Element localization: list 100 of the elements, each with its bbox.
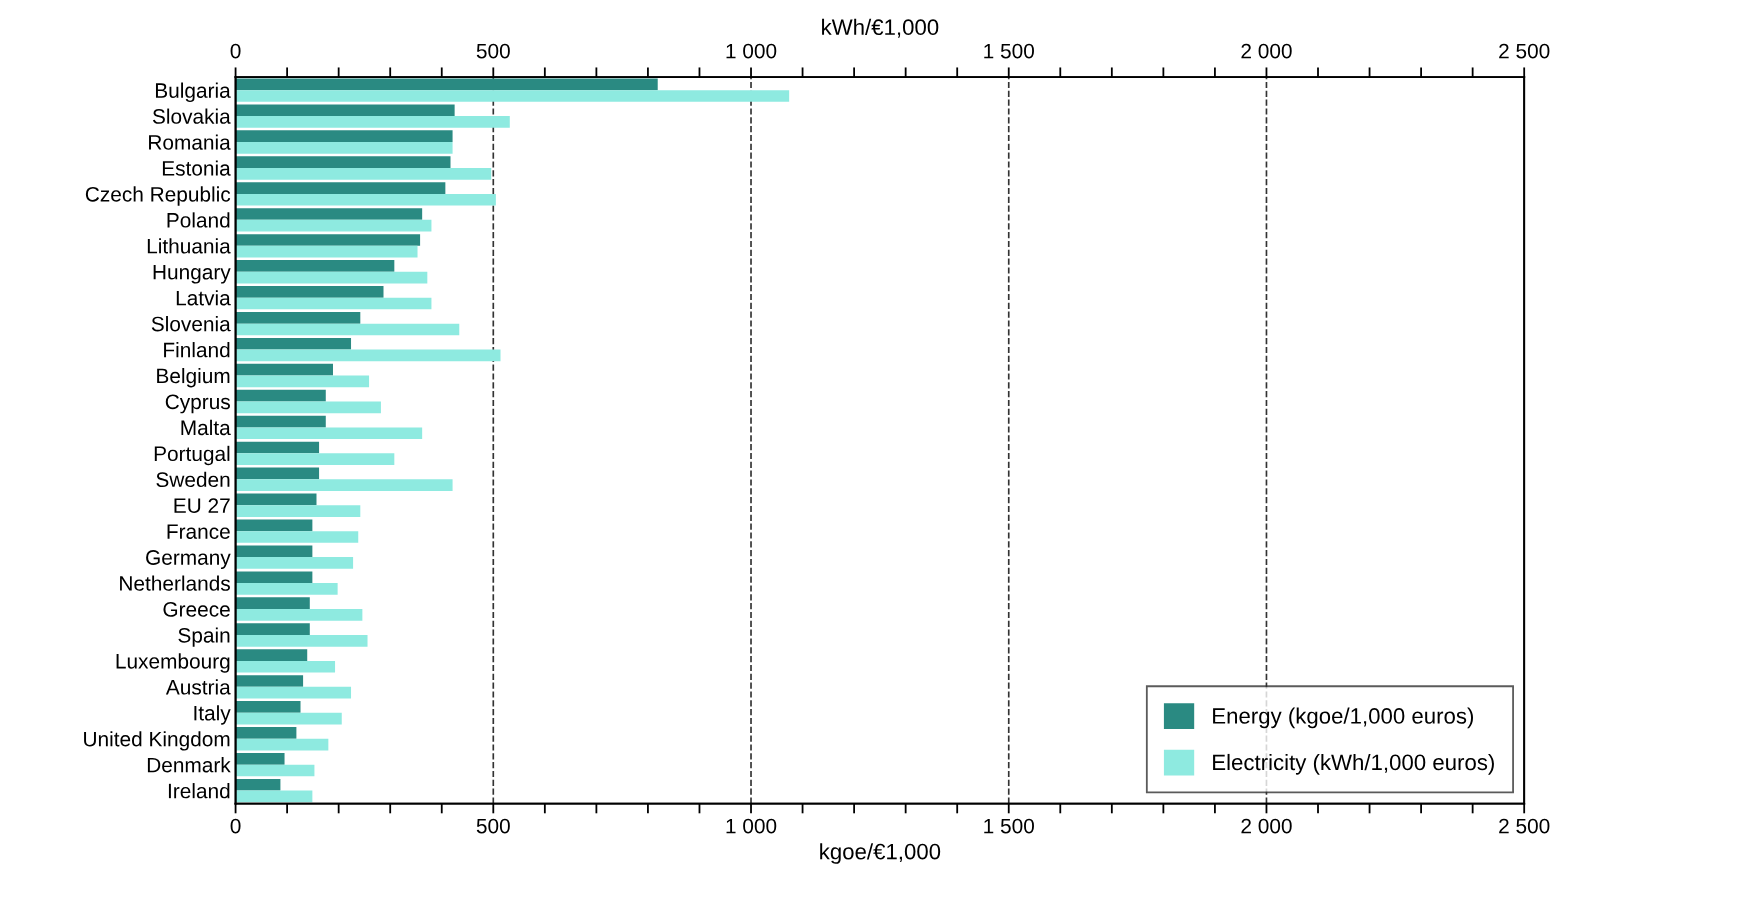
y-tick-label: Romania <box>149 134 231 150</box>
bar <box>235 260 395 272</box>
bar <box>235 208 423 220</box>
y-tick-label: Italy <box>194 705 231 725</box>
x2-tick-label: 2 500 <box>1499 43 1550 59</box>
bar <box>235 790 313 803</box>
y-tick-label: Sweden <box>156 471 230 488</box>
y-tick-label: EU 27 <box>174 498 230 513</box>
bar <box>235 415 326 428</box>
bar <box>235 245 418 258</box>
bar <box>235 752 285 765</box>
bar <box>235 623 310 635</box>
y-tick-label: Luxembourg <box>116 653 230 673</box>
bar <box>235 531 359 543</box>
y-tick-label: France <box>167 524 230 539</box>
bar <box>235 286 384 298</box>
bar <box>235 193 496 206</box>
x2-tick-label: 2 000 <box>1241 43 1292 59</box>
y-tick-label: Belgium <box>157 367 230 388</box>
bar <box>235 545 313 558</box>
y-tick-label: Estonia <box>162 160 231 176</box>
bar <box>235 156 451 168</box>
y-tick-label: Slovakia <box>152 108 231 124</box>
y-tick-label: Ireland <box>168 783 230 799</box>
bar <box>235 219 432 232</box>
y-tick-label: Poland <box>167 212 230 228</box>
bar <box>235 597 310 610</box>
y-tick-label: Latvia <box>176 290 231 306</box>
bar <box>235 649 308 661</box>
bar <box>235 311 361 324</box>
bar <box>235 609 363 621</box>
y-tick-label: Spain <box>178 627 230 647</box>
bar <box>235 727 297 739</box>
y-tick-label: Hungary <box>153 264 231 284</box>
x-tick-label: 1 500 <box>984 818 1034 834</box>
y-tick-label: Czech Republic <box>85 186 231 206</box>
bar <box>235 634 368 647</box>
y-tick-label: Bulgaria <box>155 82 231 103</box>
x2-tick-label: 1 500 <box>984 43 1034 59</box>
y-tick-label: Cyprus <box>165 394 230 414</box>
y-tick-label: Netherlands <box>120 575 230 591</box>
y-tick-label: Malta <box>181 419 231 436</box>
bar <box>235 90 790 102</box>
bar <box>235 712 342 725</box>
bar <box>235 78 658 91</box>
x-axis-title: kgoe/€1,000 <box>820 843 941 864</box>
x2-tick-label: 500 <box>476 43 510 59</box>
y-tick-label: Lithuania <box>147 238 231 254</box>
bar <box>235 738 329 751</box>
y-tick-label: Portugal <box>154 445 230 466</box>
bar <box>235 479 453 491</box>
bar <box>235 675 304 687</box>
x2-tick-label: 1 000 <box>726 43 777 59</box>
x2-axis-title: kWh/€1,000 <box>822 18 939 38</box>
bar <box>235 493 317 506</box>
bar <box>235 182 446 194</box>
x-tick-label: 2 500 <box>1499 818 1550 834</box>
bar <box>235 297 432 310</box>
bar <box>235 686 352 699</box>
legend-label: Energy (kgoe/1,000 euros) <box>1213 707 1474 729</box>
y-tick-label: Germany <box>146 550 231 569</box>
bar <box>235 271 428 284</box>
bar <box>235 401 381 414</box>
bar <box>235 234 421 246</box>
bar <box>235 167 492 180</box>
bar <box>235 505 361 517</box>
bar <box>235 323 460 336</box>
bar <box>235 337 352 350</box>
bar <box>235 557 354 569</box>
x-tick-label: 1 000 <box>726 818 777 834</box>
bar <box>235 583 338 595</box>
bar <box>235 519 313 532</box>
bar <box>235 571 313 584</box>
bar <box>235 363 333 376</box>
x-tick-label: 0 <box>230 818 241 834</box>
x-tick-label: 500 <box>476 818 510 834</box>
bar <box>235 349 501 362</box>
bar <box>235 701 301 713</box>
x-tick-label: 2 000 <box>1241 818 1292 834</box>
y-tick-label: Slovenia <box>151 316 231 332</box>
y-tick-label: Austria <box>165 679 231 695</box>
x2-tick-label: 0 <box>230 43 241 59</box>
bar <box>235 389 326 402</box>
bar <box>235 142 453 154</box>
y-tick-label: Greece <box>163 602 230 617</box>
legend-label: Electricity (kWh/1,000 euros) <box>1213 753 1494 775</box>
bar <box>235 427 423 440</box>
bar <box>235 441 320 454</box>
bar <box>235 778 281 791</box>
bar <box>235 660 336 673</box>
y-tick-label: United Kingdom <box>84 731 230 751</box>
bar <box>235 104 455 117</box>
y-tick-label: Finland <box>164 342 230 358</box>
bar <box>235 764 315 777</box>
bar <box>235 375 370 388</box>
bar <box>235 130 453 143</box>
bar <box>235 116 510 128</box>
bar <box>235 453 395 466</box>
y-tick-label: Denmark <box>147 757 231 773</box>
bar <box>235 467 320 480</box>
